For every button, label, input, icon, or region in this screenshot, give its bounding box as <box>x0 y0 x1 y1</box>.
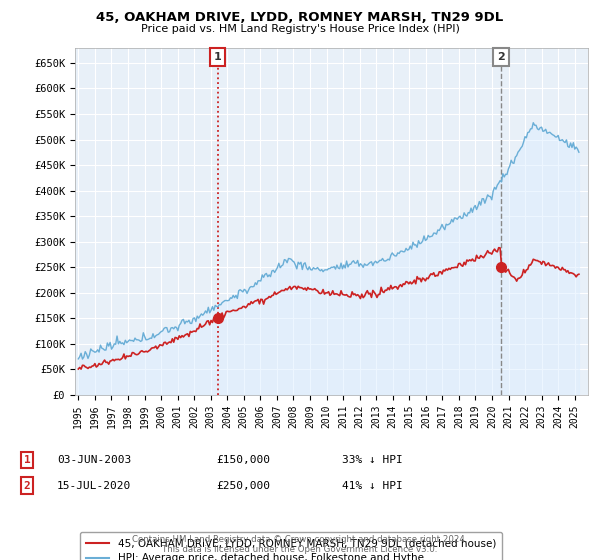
Text: 1: 1 <box>23 455 31 465</box>
Text: Price paid vs. HM Land Registry's House Price Index (HPI): Price paid vs. HM Land Registry's House … <box>140 24 460 34</box>
Text: 15-JUL-2020: 15-JUL-2020 <box>57 480 131 491</box>
Text: Contains HM Land Registry data © Crown copyright and database right 2024.
This d: Contains HM Land Registry data © Crown c… <box>132 535 468 554</box>
Text: 2: 2 <box>23 480 31 491</box>
Legend: 45, OAKHAM DRIVE, LYDD, ROMNEY MARSH, TN29 9DL (detached house), HPI: Average pr: 45, OAKHAM DRIVE, LYDD, ROMNEY MARSH, TN… <box>80 532 502 560</box>
Text: 33% ↓ HPI: 33% ↓ HPI <box>342 455 403 465</box>
Text: 41% ↓ HPI: 41% ↓ HPI <box>342 480 403 491</box>
Text: £150,000: £150,000 <box>216 455 270 465</box>
Text: 45, OAKHAM DRIVE, LYDD, ROMNEY MARSH, TN29 9DL: 45, OAKHAM DRIVE, LYDD, ROMNEY MARSH, TN… <box>97 11 503 24</box>
Text: 2: 2 <box>497 52 505 62</box>
Text: £250,000: £250,000 <box>216 480 270 491</box>
Text: 03-JUN-2003: 03-JUN-2003 <box>57 455 131 465</box>
Text: 1: 1 <box>214 52 221 62</box>
